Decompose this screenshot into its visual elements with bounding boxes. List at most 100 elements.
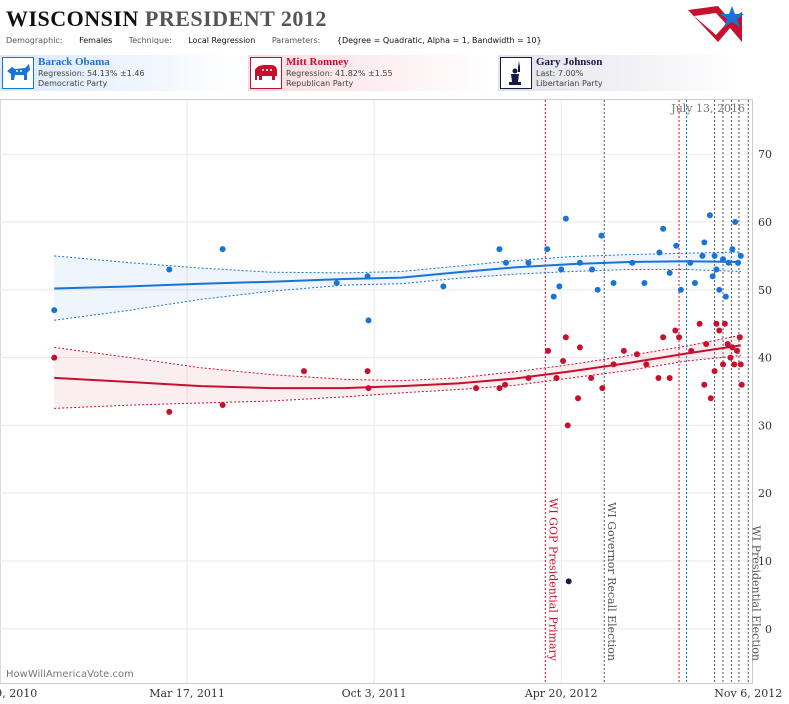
- poll-point: [550, 293, 557, 300]
- event-label: WI Governor Recall Election: [605, 502, 618, 661]
- poll-point: [496, 385, 503, 392]
- poll-point: [713, 266, 720, 273]
- poll-point: [565, 578, 572, 585]
- poll-point: [736, 334, 743, 341]
- poll-point: [722, 293, 729, 300]
- poll-point: [711, 252, 718, 259]
- candidate-party: Republican Party: [286, 79, 354, 88]
- poll-point: [732, 219, 739, 226]
- confidence-band: [54, 251, 741, 321]
- poll-point: [502, 381, 509, 388]
- parameters-label: Parameters:: [271, 36, 321, 45]
- poll-point: [365, 385, 372, 392]
- confidence-band: [54, 335, 741, 409]
- poll-point: [610, 361, 617, 368]
- poll-point: [701, 239, 708, 246]
- y-tick-label: 60: [758, 216, 772, 229]
- poll-point: [677, 286, 684, 293]
- site-watermark: HowWillAmericaVote.com: [6, 669, 134, 680]
- poll-point: [655, 374, 662, 381]
- poll-point: [440, 283, 447, 290]
- poll-point: [51, 307, 58, 314]
- poll-point: [716, 286, 723, 293]
- poll-point: [633, 351, 640, 358]
- poll-point: [737, 361, 744, 368]
- poll-point: [672, 327, 679, 334]
- candidate-panel-johnson: Gary Johnson Last: 7.00% Libertarian Par…: [498, 55, 742, 91]
- poll-point: [701, 381, 708, 388]
- poll-point: [687, 259, 694, 266]
- candidate-name: Mitt Romney: [286, 56, 349, 68]
- x-tick-label: Aug 29, 2010: [0, 687, 37, 700]
- poll-point: [737, 252, 744, 259]
- poll-point: [724, 341, 731, 348]
- poll-point: [576, 259, 583, 266]
- poll-point: [660, 334, 667, 341]
- poll-point: [691, 280, 698, 287]
- x-tick-label: Oct 3, 2011: [342, 687, 407, 700]
- poll-point: [703, 341, 710, 348]
- poll-point: [364, 273, 371, 280]
- candidate-name: Gary Johnson: [536, 56, 603, 68]
- poll-point: [716, 327, 723, 334]
- poll-point: [620, 347, 627, 354]
- poll-point: [544, 246, 551, 253]
- poll-point: [660, 225, 667, 232]
- elephant-icon: [250, 57, 282, 89]
- candidate-panel-romney: Mitt Romney Regression: 41.82% ±1.55 Rep…: [248, 55, 492, 91]
- poll-point: [656, 249, 663, 256]
- x-tick-label: Nov 6, 2012: [714, 687, 782, 700]
- poll-point: [364, 368, 371, 375]
- poll-point: [556, 283, 563, 290]
- candidate-party: Libertarian Party: [536, 79, 603, 88]
- poll-point: [589, 266, 596, 273]
- technique-label: Technique:: [128, 36, 172, 45]
- poll-point: [725, 259, 732, 266]
- poll-point: [473, 385, 480, 392]
- poll-point: [734, 259, 741, 266]
- demographic-label: Demographic:: [6, 36, 63, 45]
- trend-line: [54, 260, 741, 290]
- y-tick-label: 70: [758, 148, 772, 161]
- poll-point: [525, 374, 532, 381]
- y-tick-label: 40: [758, 352, 772, 365]
- liberty-statue-icon: [500, 57, 532, 89]
- poll-point: [166, 266, 173, 273]
- candidate-panel-obama: Barack Obama Regression: 54.13% ±1.46 De…: [0, 55, 244, 91]
- poll-point: [721, 320, 728, 327]
- poll-point: [598, 232, 605, 239]
- poll-point: [727, 354, 734, 361]
- date-stamp: July 13, 2016: [671, 102, 745, 115]
- poll-point: [696, 320, 703, 327]
- poll-point: [610, 280, 617, 287]
- candidate-last: Last: 7.00%: [536, 69, 584, 78]
- event-label: WI Presidential Election: [749, 526, 762, 662]
- poll-point: [676, 334, 683, 341]
- confidence-upper-line: [54, 251, 741, 274]
- x-tick-label: Apr 20, 2012: [524, 687, 598, 700]
- x-tick-label: Mar 17, 2011: [149, 687, 225, 700]
- poll-point: [575, 395, 582, 402]
- parameters-value: {Degree = Quadratic, Alpha = 1, Bandwidt…: [336, 36, 542, 45]
- y-tick-label: 50: [758, 284, 772, 297]
- poll-point: [553, 374, 560, 381]
- chart-title: WISCONSIN PRESIDENT 2012: [6, 6, 327, 32]
- poll-point: [496, 246, 503, 253]
- y-tick-label: 10: [758, 555, 772, 568]
- poll-point: [666, 269, 673, 276]
- poll-point: [525, 259, 532, 266]
- poll-point: [731, 361, 738, 368]
- poll-point: [688, 347, 695, 354]
- title-state: WISCONSIN: [6, 6, 139, 31]
- confidence-lower-line: [54, 355, 741, 409]
- donkey-icon: [2, 57, 34, 89]
- confidence-upper-line: [54, 334, 741, 382]
- poll-point: [219, 402, 226, 409]
- technique-value: Local Regression: [188, 36, 256, 45]
- poll-point: [707, 395, 714, 402]
- poll-point: [576, 344, 583, 351]
- poll-point: [643, 361, 650, 368]
- poll-point: [713, 320, 720, 327]
- candidate-party: Democratic Party: [38, 79, 108, 88]
